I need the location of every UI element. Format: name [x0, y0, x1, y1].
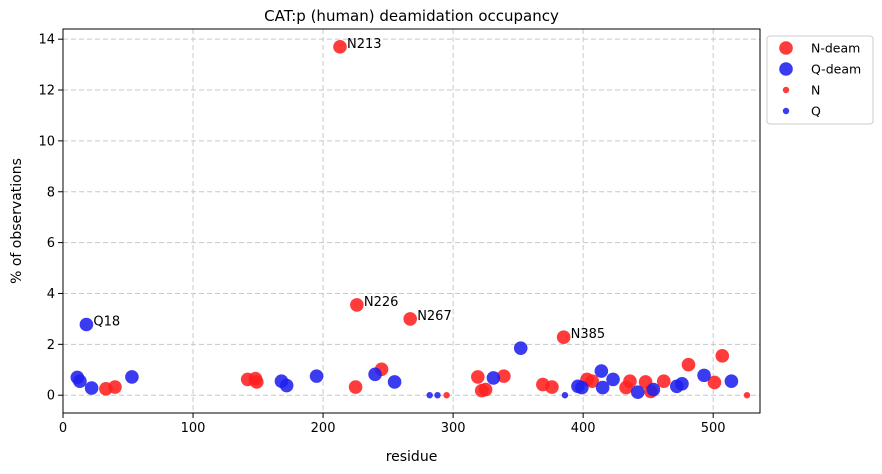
x-tick-label: 300: [441, 421, 466, 436]
data-point: [368, 367, 382, 382]
data-point: [403, 312, 417, 326]
data-point: [556, 330, 571, 345]
data-point: [545, 380, 559, 394]
legend-box: [766, 35, 874, 125]
x-axis-label: residue: [386, 449, 438, 465]
data-points: [70, 40, 751, 399]
data-point: [84, 381, 99, 395]
legend-label: N: [811, 83, 820, 98]
point-annotation: Q18: [93, 315, 120, 330]
y-tick-label: 10: [38, 134, 55, 149]
data-point: [646, 382, 661, 397]
data-point: [348, 380, 363, 394]
data-point: [434, 391, 441, 399]
grid-lines: [62, 29, 760, 413]
plot-frame: [62, 28, 761, 414]
data-point: [426, 391, 433, 399]
data-point: [595, 380, 610, 395]
data-point: [585, 374, 600, 389]
chart-title: CAT:p (human) deamidation occupancy: [264, 7, 559, 25]
legend-label: N-deam: [811, 41, 860, 56]
data-point: [675, 376, 689, 391]
y-tick-label: 2: [47, 338, 55, 353]
data-point: [724, 374, 739, 389]
point-annotation: N385: [571, 327, 606, 342]
data-point: [73, 374, 87, 389]
x-tick-label: 400: [571, 421, 596, 436]
point-annotation: N226: [364, 295, 399, 310]
legend: N-deam Q-deam NQ: [766, 35, 874, 125]
data-point: [513, 341, 528, 355]
y-tick-label: 14: [38, 33, 55, 48]
point-annotations: N213 N226 N267 Q18 N385: [93, 37, 605, 342]
data-point: [279, 378, 294, 393]
data-point: [387, 375, 402, 389]
x-tick-label: 100: [181, 421, 206, 436]
data-point: [561, 391, 569, 399]
data-point: [108, 380, 122, 394]
data-point: [249, 375, 264, 389]
y-tick-label: 4: [47, 287, 55, 302]
y-tick-label: 0: [47, 389, 55, 404]
x-tick-label: 0: [59, 421, 67, 436]
data-point: [486, 371, 501, 385]
legend-label: Q-deam: [811, 62, 861, 77]
data-point: [79, 317, 94, 332]
y-tick-label: 6: [47, 236, 55, 251]
data-point: [350, 298, 364, 312]
x-tick-label: 200: [311, 421, 336, 436]
data-point: [630, 385, 645, 399]
data-point: [309, 369, 324, 383]
data-point: [656, 374, 671, 389]
legend-marker: [779, 62, 793, 76]
data-point: [594, 364, 609, 378]
data-point: [125, 370, 139, 384]
data-point: [443, 391, 450, 399]
x-tick-label: 500: [701, 421, 726, 436]
y-axis-label: % of observations: [9, 158, 25, 284]
data-point: [333, 40, 347, 54]
data-point: [681, 357, 696, 372]
data-point: [471, 370, 485, 384]
data-point: [606, 372, 620, 387]
data-point: [743, 391, 751, 399]
data-point: [575, 380, 589, 395]
point-annotation: N213: [347, 37, 382, 52]
legend-marker: [782, 107, 790, 115]
data-point: [497, 369, 511, 383]
data-point: [478, 382, 493, 397]
legend-marker: [782, 86, 790, 94]
y-tick-label: 8: [47, 185, 55, 200]
data-point: [697, 368, 711, 383]
y-tick-label: 12: [38, 84, 55, 99]
data-point: [623, 374, 637, 389]
data-point: [707, 375, 722, 390]
legend-label: Q: [811, 104, 821, 119]
point-annotation: N267: [417, 309, 452, 324]
axis-ticks: 0 100 200 300 400 500 0 2 4 6 8 10 12 14: [38, 33, 725, 436]
legend-marker: [779, 41, 793, 55]
data-point: [715, 348, 730, 363]
